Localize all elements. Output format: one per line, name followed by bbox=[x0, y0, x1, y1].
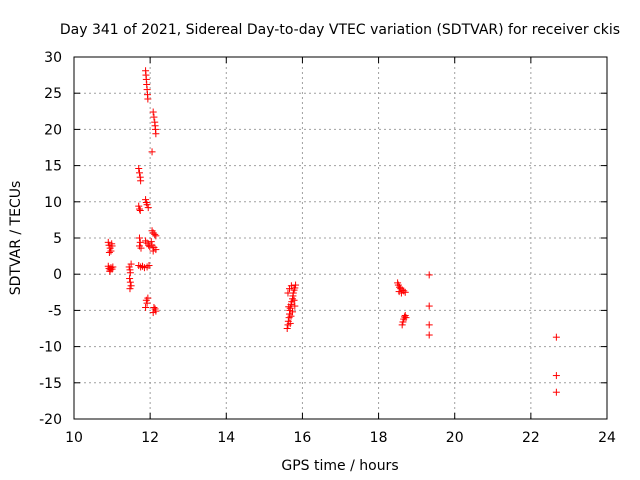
data-point bbox=[147, 238, 155, 246]
data-point bbox=[104, 238, 112, 246]
data-point bbox=[145, 262, 153, 270]
data-points bbox=[104, 67, 560, 396]
data-point bbox=[135, 169, 143, 177]
data-point bbox=[397, 289, 405, 297]
data-point bbox=[136, 238, 144, 246]
data-point bbox=[398, 321, 406, 329]
y-tick-label: -15 bbox=[39, 376, 62, 392]
data-point bbox=[126, 285, 134, 293]
y-tick-label: 0 bbox=[53, 267, 62, 283]
data-point bbox=[150, 113, 158, 121]
y-tick-label: 20 bbox=[44, 122, 62, 138]
data-point bbox=[292, 281, 300, 289]
data-point bbox=[142, 304, 150, 312]
data-point bbox=[135, 202, 143, 210]
y-tick-label: 5 bbox=[53, 231, 62, 247]
data-point bbox=[144, 204, 152, 212]
data-point bbox=[287, 282, 295, 290]
y-tick-label: 10 bbox=[44, 195, 62, 211]
plot-frame bbox=[73, 56, 608, 420]
data-point bbox=[105, 248, 113, 256]
data-point bbox=[286, 304, 294, 312]
data-point bbox=[144, 294, 152, 302]
data-point bbox=[151, 230, 159, 238]
data-point bbox=[136, 206, 144, 214]
data-point bbox=[286, 319, 294, 327]
y-tick-label: 30 bbox=[44, 50, 62, 66]
y-axis-label: SDTVAR / TECUs bbox=[8, 181, 24, 296]
data-point bbox=[135, 234, 143, 242]
data-point bbox=[148, 148, 156, 156]
data-point bbox=[552, 388, 560, 396]
x-tick-label: 10 bbox=[65, 430, 83, 446]
x-tick-label: 24 bbox=[598, 430, 616, 446]
chart-title: Day 341 of 2021, Sidereal Day-to-day VTE… bbox=[60, 22, 620, 38]
data-point bbox=[287, 312, 295, 320]
data-point bbox=[106, 267, 114, 275]
data-point bbox=[284, 289, 292, 297]
data-point bbox=[108, 240, 116, 248]
data-point bbox=[291, 302, 299, 310]
data-point bbox=[401, 288, 409, 296]
x-tick-label: 16 bbox=[294, 430, 312, 446]
x-tick-label: 20 bbox=[446, 430, 464, 446]
data-point bbox=[142, 196, 150, 204]
data-point bbox=[137, 177, 145, 185]
data-point bbox=[289, 308, 297, 316]
data-point bbox=[126, 275, 134, 283]
x-tick-label: 12 bbox=[141, 430, 159, 446]
data-point bbox=[552, 372, 560, 380]
data-point bbox=[402, 314, 410, 322]
data-point bbox=[127, 282, 135, 290]
data-point bbox=[150, 304, 158, 312]
y-tick-label: 15 bbox=[44, 159, 62, 175]
data-point bbox=[285, 303, 293, 311]
data-point bbox=[126, 269, 134, 277]
data-point bbox=[135, 205, 143, 213]
y-tick-label: -10 bbox=[39, 340, 62, 356]
y-tick-label: -20 bbox=[39, 412, 62, 428]
data-point bbox=[425, 302, 433, 310]
data-point bbox=[283, 325, 291, 332]
data-point bbox=[137, 244, 145, 252]
data-point bbox=[552, 333, 560, 341]
grid bbox=[74, 57, 607, 419]
data-point bbox=[144, 95, 152, 103]
data-point bbox=[143, 201, 151, 209]
data-point bbox=[290, 296, 298, 304]
data-point bbox=[425, 321, 433, 329]
x-tick-label: 18 bbox=[370, 430, 388, 446]
data-point bbox=[425, 271, 433, 279]
x-tick-label: 14 bbox=[217, 430, 235, 446]
data-point bbox=[399, 318, 407, 326]
y-tick-label: -5 bbox=[48, 303, 62, 319]
data-point bbox=[127, 260, 135, 268]
data-point bbox=[152, 130, 160, 138]
data-point bbox=[143, 299, 151, 307]
data-point bbox=[149, 309, 157, 317]
data-point bbox=[425, 331, 433, 339]
y-tick-label: 25 bbox=[44, 86, 62, 102]
x-axis-label: GPS time / hours bbox=[281, 458, 398, 474]
x-tick-label: 22 bbox=[522, 430, 540, 446]
tick-labels: 10 12 14 16 18 20 22 24 -20 -15 -10 -5 0 5 10 15 20 25 30 bbox=[39, 50, 616, 446]
data-point bbox=[107, 247, 115, 255]
data-point bbox=[149, 108, 157, 116]
data-point bbox=[126, 278, 134, 286]
data-point bbox=[152, 232, 160, 240]
data-point bbox=[400, 313, 408, 321]
data-point bbox=[109, 263, 117, 271]
data-point bbox=[149, 247, 157, 255]
data-point bbox=[135, 164, 143, 172]
